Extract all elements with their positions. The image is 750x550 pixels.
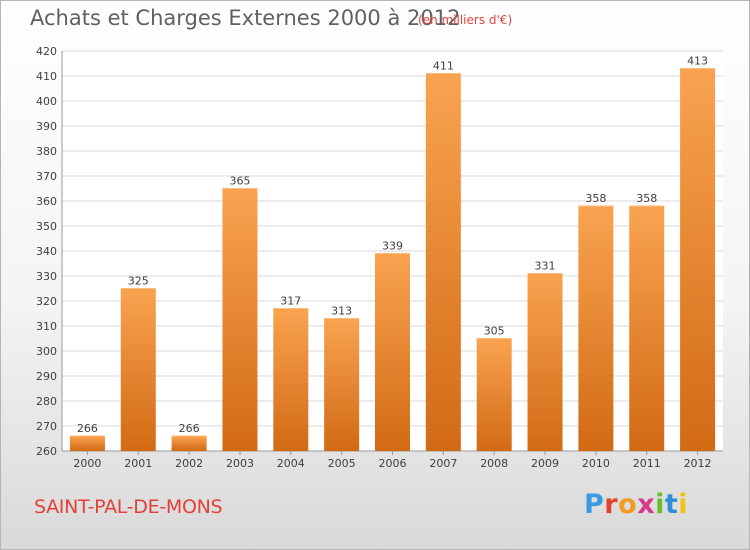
bar bbox=[222, 188, 258, 451]
y-tick-label: 270 bbox=[36, 420, 57, 433]
x-tick-label: 2004 bbox=[277, 457, 305, 470]
data-label: 266 bbox=[77, 422, 98, 435]
y-tick-label: 300 bbox=[36, 345, 57, 358]
bar bbox=[171, 436, 207, 451]
y-tick-label: 380 bbox=[36, 145, 57, 158]
x-tick-label: 2009 bbox=[531, 457, 559, 470]
proxiti-logo: Proxiti bbox=[584, 489, 689, 520]
data-label: 266 bbox=[179, 422, 200, 435]
x-tick-label: 2010 bbox=[582, 457, 610, 470]
data-label: 313 bbox=[331, 305, 352, 318]
bar bbox=[375, 253, 410, 451]
y-tick-label: 420 bbox=[36, 45, 57, 58]
x-tick-label: 2001 bbox=[124, 457, 152, 470]
data-label: 317 bbox=[280, 295, 301, 308]
bar bbox=[120, 288, 156, 451]
bar bbox=[69, 436, 105, 451]
chart-title: Achats et Charges Externes 2000 à 2012 bbox=[30, 6, 461, 30]
data-label: 339 bbox=[382, 240, 403, 253]
data-label: 411 bbox=[433, 60, 454, 73]
x-tick-label: 2006 bbox=[379, 457, 407, 470]
y-tick-label: 350 bbox=[36, 220, 57, 233]
x-tick-label: 2003 bbox=[226, 457, 254, 470]
bar bbox=[273, 308, 309, 451]
y-tick-label: 360 bbox=[36, 195, 57, 208]
data-label: 305 bbox=[484, 325, 505, 338]
y-tick-label: 320 bbox=[36, 295, 57, 308]
bar bbox=[425, 73, 461, 451]
y-tick-label: 280 bbox=[36, 395, 57, 408]
y-tick-label: 370 bbox=[36, 170, 57, 183]
bar bbox=[476, 338, 512, 451]
x-tick-label: 2008 bbox=[480, 457, 508, 470]
chart-subtitle: (en milliers d'€) bbox=[418, 13, 513, 27]
data-label: 325 bbox=[128, 275, 149, 288]
commune-name: SAINT-PAL-DE-MONS bbox=[34, 496, 223, 518]
y-tick-label: 290 bbox=[36, 370, 57, 383]
y-tick-label: 260 bbox=[36, 445, 57, 458]
x-tick-label: 2007 bbox=[429, 457, 457, 470]
x-tick-label: 2000 bbox=[73, 457, 101, 470]
data-label: 331 bbox=[535, 260, 556, 273]
y-tick-label: 330 bbox=[36, 270, 57, 283]
bar bbox=[324, 318, 360, 451]
bar bbox=[629, 206, 665, 451]
data-label: 358 bbox=[636, 192, 657, 205]
data-label: 358 bbox=[585, 192, 606, 205]
x-tick-label: 2005 bbox=[328, 457, 356, 470]
x-tick-label: 2002 bbox=[175, 457, 203, 470]
bar bbox=[527, 273, 563, 451]
y-tick-label: 390 bbox=[36, 120, 57, 133]
y-tick-label: 410 bbox=[36, 70, 57, 83]
bar bbox=[680, 68, 716, 451]
bar bbox=[578, 206, 614, 451]
data-label: 413 bbox=[687, 55, 708, 68]
y-tick-label: 400 bbox=[36, 95, 57, 108]
data-label: 365 bbox=[229, 175, 250, 188]
x-tick-label: 2012 bbox=[684, 457, 712, 470]
y-tick-label: 310 bbox=[36, 320, 57, 333]
y-tick-label: 340 bbox=[36, 245, 57, 258]
x-tick-label: 2011 bbox=[633, 457, 661, 470]
